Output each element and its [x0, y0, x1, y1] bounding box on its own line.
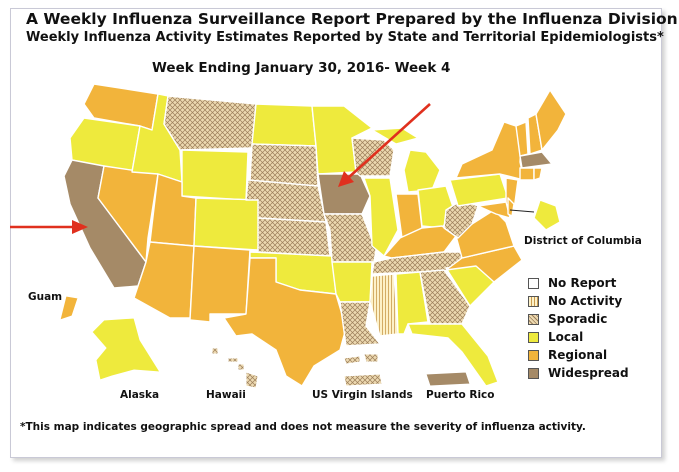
legend: No Report No Activity Sporadic Local Regiona… — [528, 274, 629, 382]
state-connecticut[interactable] — [519, 167, 535, 181]
week-label: Week Ending January 30, 2016- Week 4 — [152, 60, 451, 76]
legend-label: No Report — [548, 276, 617, 290]
report-title: A Weekly Influenza Surveillance Report P… — [26, 10, 678, 28]
state-massachusetts[interactable] — [519, 151, 553, 169]
state-hawaii-2[interactable] — [227, 357, 239, 363]
state-delaware[interactable] — [507, 197, 515, 217]
label-guam: Guam — [28, 291, 62, 303]
state-rhode-island[interactable] — [533, 167, 543, 181]
legend-item-sporadic: Sporadic — [528, 310, 629, 328]
arrow-iowa-shaft — [347, 103, 431, 179]
legend-swatch-local — [528, 331, 539, 343]
legend-swatch-no-report — [528, 277, 539, 289]
legend-label: Widespread — [548, 366, 629, 380]
state-north-dakota[interactable] — [251, 103, 317, 147]
territory-guam[interactable] — [59, 295, 79, 321]
state-texas[interactable] — [223, 257, 347, 387]
state-kansas[interactable] — [257, 217, 331, 257]
label-puerto-rico: Puerto Rico — [426, 389, 494, 401]
state-south-dakota[interactable] — [249, 143, 319, 187]
state-nebraska[interactable] — [245, 179, 327, 223]
legend-swatch-regional — [528, 349, 539, 361]
state-montana[interactable] — [163, 95, 257, 151]
state-louisiana[interactable] — [339, 301, 381, 347]
annotation-arrows — [10, 103, 431, 234]
state-hawaii-1[interactable] — [211, 347, 219, 355]
territory-usvi-2[interactable] — [363, 353, 379, 363]
legend-item-no-report: No Report — [528, 274, 629, 292]
territory-puerto-rico[interactable] — [425, 371, 471, 387]
dc-leader-line — [509, 209, 535, 213]
arrow-iowa-head — [338, 171, 354, 187]
legend-item-widespread: Widespread — [528, 364, 629, 382]
state-new-york[interactable] — [455, 121, 525, 181]
legend-label: No Activity — [548, 294, 623, 308]
state-hawaii-3[interactable] — [237, 363, 245, 371]
label-alaska: Alaska — [120, 389, 159, 401]
state-colorado[interactable] — [193, 197, 261, 251]
state-dc-inset[interactable] — [533, 199, 561, 231]
state-hawaii-4[interactable] — [245, 371, 259, 389]
state-mississippi[interactable] — [369, 273, 399, 337]
state-michigan[interactable] — [403, 149, 441, 193]
territory-usvi-3[interactable] — [343, 373, 383, 387]
legend-label: Regional — [548, 348, 608, 362]
label-dc: District of Columbia — [524, 235, 642, 247]
territory-usvi-1[interactable] — [343, 355, 361, 365]
label-hawaii: Hawaii — [206, 389, 246, 401]
legend-label: Sporadic — [548, 312, 608, 326]
state-wyoming[interactable] — [181, 149, 249, 201]
footnote: *This map indicates geographic spread an… — [20, 421, 586, 433]
legend-swatch-sporadic — [528, 313, 539, 325]
state-missouri[interactable] — [323, 213, 377, 263]
state-florida[interactable] — [407, 323, 499, 387]
state-maryland[interactable] — [477, 201, 511, 219]
state-new-mexico[interactable] — [189, 245, 251, 323]
state-georgia[interactable] — [419, 269, 471, 325]
legend-item-no-activity: No Activity — [528, 292, 629, 310]
state-alaska[interactable] — [91, 317, 161, 381]
state-pennsylvania[interactable] — [449, 173, 509, 207]
state-arkansas[interactable] — [331, 261, 373, 303]
legend-swatch-widespread — [528, 367, 539, 379]
report-subtitle: Weekly Influenza Activity Estimates Repo… — [26, 30, 664, 45]
label-usvi: US Virgin Islands — [312, 389, 413, 401]
state-maine[interactable] — [535, 89, 567, 151]
legend-swatch-no-activity — [528, 295, 539, 307]
legend-label: Local — [548, 330, 584, 344]
legend-item-regional: Regional — [528, 346, 629, 364]
arrow-california-head — [72, 220, 88, 234]
legend-item-local: Local — [528, 328, 629, 346]
